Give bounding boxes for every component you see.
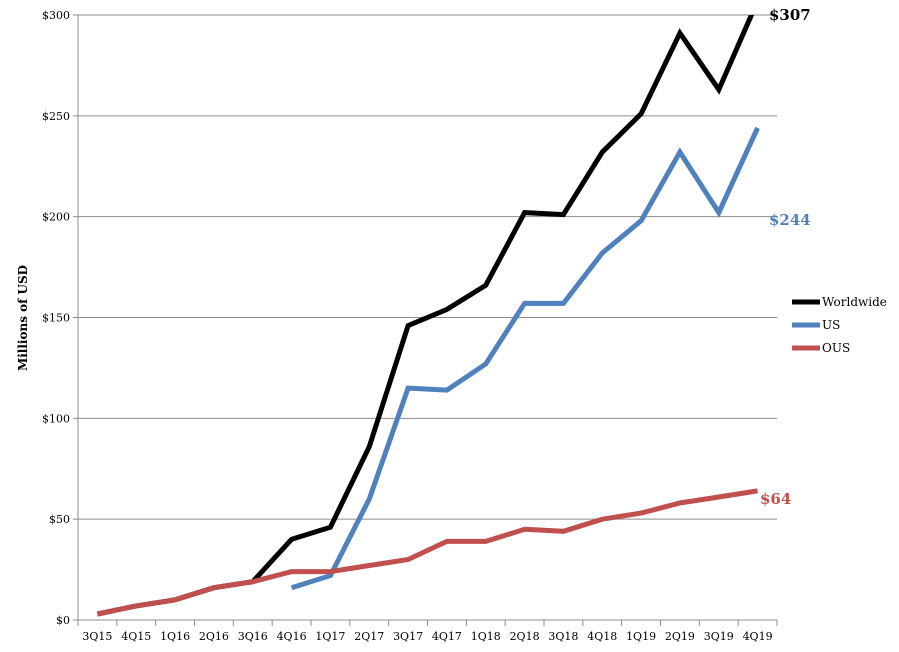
y-tick-label-1: $50 xyxy=(49,513,70,526)
x-tick-label-16: 3Q19 xyxy=(704,630,734,643)
y-tick-labels: $0 $50 $100 $150 $200 $250 $300 xyxy=(42,9,70,627)
legend-label-worldwide: Worldwide xyxy=(822,295,887,309)
y-tick-label-5: $250 xyxy=(42,110,70,123)
x-tick-label-15: 2Q19 xyxy=(665,630,695,643)
end-labels: $307 $244 $64 xyxy=(760,6,811,508)
x-tick-label-1: 4Q15 xyxy=(121,630,151,643)
x-tick-label-11: 2Q18 xyxy=(510,630,540,643)
legend-label-us: US xyxy=(822,318,840,332)
x-tick-label-10: 1Q18 xyxy=(471,630,501,643)
x-tick-label-9: 4Q17 xyxy=(432,630,462,643)
x-tick-label-3: 2Q16 xyxy=(199,630,229,643)
x-tick-label-5: 4Q16 xyxy=(277,630,307,643)
series-line-us xyxy=(290,126,760,591)
legend: Worldwide US OUS xyxy=(792,295,887,355)
y-tick-label-3: $150 xyxy=(42,312,70,325)
series-lines xyxy=(96,15,760,617)
x-tick-label-13: 4Q18 xyxy=(587,630,617,643)
x-tick-label-0: 3Q15 xyxy=(82,630,112,643)
y-tick-label-4: $200 xyxy=(42,211,70,224)
series-line-ous xyxy=(96,488,758,617)
y-tick-label-2: $100 xyxy=(42,412,70,425)
end-label-us: $244 xyxy=(769,211,811,229)
x-tick-label-7: 2Q17 xyxy=(354,630,384,643)
x-tick-label-8: 3Q17 xyxy=(393,630,423,643)
x-tick-label-14: 1Q19 xyxy=(626,630,656,643)
x-tick-labels: 3Q15 4Q15 1Q16 2Q16 3Q16 4Q16 1Q17 2Q17 3Q17 4Q17… xyxy=(82,630,772,643)
y-axis-label: Millions of USD xyxy=(16,265,30,371)
x-tick-label-6: 1Q17 xyxy=(315,630,345,643)
y-tick-label-0: $0 xyxy=(56,614,70,627)
x-tick-label-2: 1Q16 xyxy=(160,630,190,643)
end-label-worldwide: $307 xyxy=(769,6,811,24)
x-tick-label-17: 4Q19 xyxy=(743,630,773,643)
axes xyxy=(73,14,778,626)
y-tick-label-6: $300 xyxy=(42,9,70,22)
grid-lines xyxy=(78,14,777,621)
series-line-worldwide xyxy=(96,15,755,617)
end-label-ous: $64 xyxy=(760,490,791,508)
x-tick-label-4: 3Q16 xyxy=(238,630,268,643)
legend-label-ous: OUS xyxy=(822,341,850,355)
x-tick-label-12: 3Q18 xyxy=(548,630,578,643)
